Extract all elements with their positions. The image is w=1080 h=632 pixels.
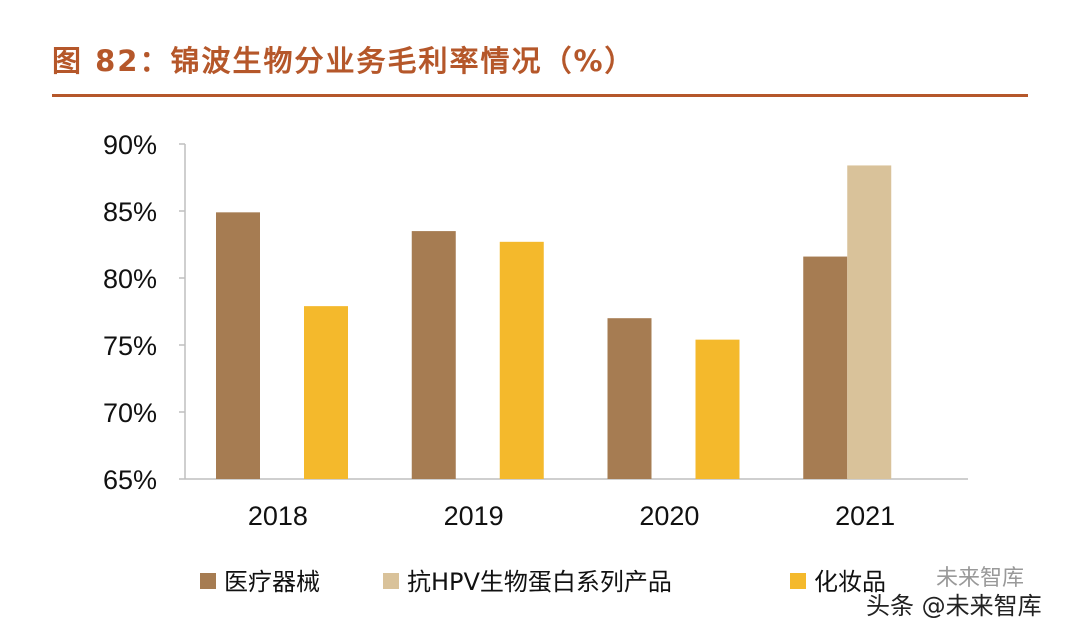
y-tick-label: 90% bbox=[103, 130, 157, 160]
bar-medical-device-2021 bbox=[803, 256, 848, 479]
watermark: 头条 @未来智库 bbox=[866, 592, 1042, 620]
legend-label-medical-device: 医疗器械 bbox=[224, 568, 320, 596]
bar-cosmetics-2020 bbox=[695, 339, 740, 479]
bar-cosmetics-2019 bbox=[499, 241, 544, 479]
chart-title: 图 82：锦波生物分业务毛利率情况（%） bbox=[52, 44, 636, 78]
chart-legend: 医疗器械 抗HPV生物蛋白系列产品 化妆品 bbox=[200, 568, 886, 596]
x-tick-label: 2018 bbox=[248, 501, 308, 531]
y-axis-ticks: 90% 85% 80% 75% 70% 65% bbox=[103, 130, 185, 495]
legend-swatch-medical-device bbox=[200, 573, 216, 589]
y-tick-label: 75% bbox=[103, 331, 157, 361]
x-axis-ticks: 2018 2019 2020 2021 bbox=[248, 501, 895, 531]
legend-label-anti-hpv-protein: 抗HPV生物蛋白系列产品 bbox=[407, 568, 672, 596]
bar-cosmetics-2018 bbox=[304, 306, 348, 479]
legend-swatch-anti-hpv-protein bbox=[383, 573, 399, 589]
legend-swatch-cosmetics bbox=[790, 573, 806, 589]
watermark-faint: 未来智库 bbox=[936, 566, 1025, 591]
x-tick-label: 2020 bbox=[639, 501, 699, 531]
bar-medical-device-2019 bbox=[411, 231, 456, 479]
bar-medical-device-2018 bbox=[216, 212, 260, 479]
legend-label-cosmetics: 化妆品 bbox=[814, 568, 886, 596]
y-tick-label: 85% bbox=[103, 197, 157, 227]
y-tick-label: 80% bbox=[103, 264, 157, 294]
chart-bars bbox=[216, 165, 892, 479]
bar-medical-device-2020 bbox=[607, 318, 652, 479]
bar-anti-hpv-protein-2021 bbox=[847, 165, 892, 479]
y-tick-label: 70% bbox=[103, 398, 157, 428]
title-underline bbox=[52, 94, 1028, 97]
x-tick-label: 2019 bbox=[444, 501, 504, 531]
x-tick-label: 2021 bbox=[835, 501, 895, 531]
y-tick-label: 65% bbox=[103, 465, 157, 495]
